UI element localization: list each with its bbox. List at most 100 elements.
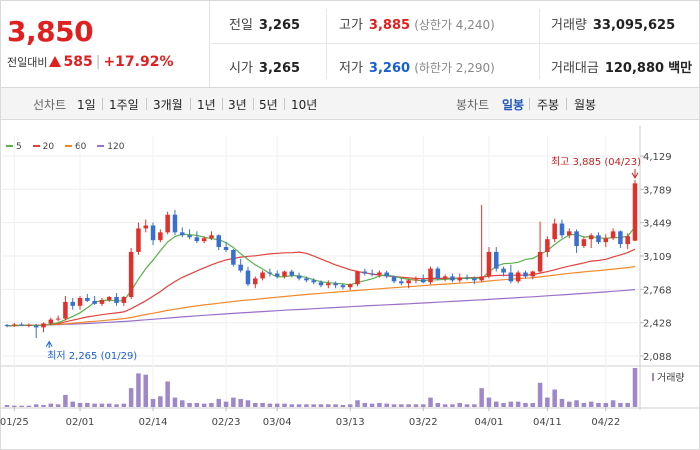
candle-body: [158, 232, 163, 241]
stats-divider: [539, 9, 540, 79]
volume-bar: [508, 401, 514, 407]
candle-body: [545, 239, 550, 252]
volume-bar: [311, 404, 316, 407]
period-3m-button[interactable]: 3개월: [153, 98, 183, 112]
legend-swatch: [6, 145, 13, 147]
candle-body: [172, 214, 178, 233]
candle-body: [384, 272, 389, 277]
volume-bar: [501, 402, 506, 407]
volume-bar: [603, 402, 609, 407]
period-5y-button[interactable]: 5년: [259, 98, 278, 112]
volume-bar: [428, 397, 433, 407]
candle-body: [362, 271, 368, 274]
period-10y-button[interactable]: 10년: [291, 98, 318, 112]
candle-body: [253, 278, 258, 285]
candle-body: [493, 251, 499, 269]
candle-body: [63, 301, 68, 319]
volume-bar: [55, 404, 61, 407]
quote-stats: 전일 3,265 고가 3,885 (상한가 4,240) 거래량 33,095,62…: [211, 1, 699, 87]
stat-low: 저가 3,260 (하한가 2,290): [339, 61, 495, 76]
legend-ma60: 60: [64, 142, 86, 152]
period-3y-button[interactable]: 3년: [228, 98, 247, 112]
volume-bar: [406, 404, 411, 407]
candle-body: [4, 324, 10, 326]
volume-bar: [391, 404, 397, 407]
volume-bar: [333, 404, 338, 407]
low-annotation: 최저 2,265 (01/29): [47, 350, 137, 362]
volume-bar: [26, 405, 32, 407]
candle-body: [165, 214, 170, 233]
low-arrow-head: [45, 340, 53, 347]
volume-bar: [625, 402, 630, 407]
candle-monthly-button[interactable]: 월봉: [574, 98, 597, 112]
candle-body: [603, 238, 609, 243]
legend-swatch: [32, 145, 40, 147]
volume-bar: [318, 404, 324, 407]
volume-bar: [523, 402, 528, 407]
period-separator: [253, 98, 254, 110]
stats-row-2: 시가 3,265 저가 3,260 (하한가 2,290) 거래대금 120,880 …: [211, 44, 699, 87]
period-1d-button[interactable]: 1일: [77, 98, 96, 112]
candle-body: [457, 277, 463, 281]
stat-prev-close: 전일 3,265: [229, 18, 301, 33]
candle-body: [216, 235, 222, 248]
volume-bar: [63, 394, 68, 407]
candle-body: [296, 275, 302, 279]
volume-bar: [48, 403, 54, 407]
volume-bar: [610, 400, 616, 407]
volume-bar: [486, 397, 492, 407]
candle-body: [588, 235, 594, 240]
stat-amount: 거래대금 120,880 백만: [551, 61, 693, 76]
volume-bar: [92, 403, 97, 407]
candle-body: [559, 223, 565, 236]
volume-bar: [493, 401, 499, 407]
period-1w-button[interactable]: 1주일: [109, 98, 139, 112]
period-separator: [284, 98, 285, 110]
candle-body: [523, 272, 528, 277]
volume-bar: [12, 405, 17, 407]
candle-body: [12, 324, 17, 326]
period-separator: [190, 98, 191, 110]
volume-bar: [121, 403, 127, 407]
volume-bar: [267, 403, 273, 407]
stat-open: 시가 3,265: [229, 61, 301, 76]
candle-body: [209, 235, 214, 239]
candle-body: [413, 279, 419, 281]
candle-body: [201, 238, 207, 242]
candle-body: [245, 270, 251, 285]
volume-bar: [253, 402, 258, 407]
volume-bar: [442, 404, 448, 407]
volume-bar: [106, 403, 112, 407]
ma20-line: [6, 248, 636, 327]
candle-body: [223, 247, 229, 250]
volume-bar: [260, 402, 265, 407]
period-separator: [102, 98, 103, 110]
candle-body: [472, 278, 477, 281]
volume-bar: [33, 404, 39, 407]
candle-body: [55, 318, 61, 320]
candle-body: [486, 251, 492, 277]
candle-weekly-button[interactable]: 주봉: [537, 98, 560, 112]
volume-bar: [194, 402, 200, 407]
volume-bar: [596, 402, 601, 407]
candle-daily-button[interactable]: 일봉: [502, 98, 525, 112]
candle-body: [355, 271, 360, 285]
legend-swatch: [97, 145, 105, 147]
period-separator: [222, 98, 223, 110]
candle-body: [435, 268, 441, 279]
volume-bar: [216, 398, 222, 407]
ma-legend: 5 20 60 120: [6, 142, 132, 152]
candle-body: [442, 276, 448, 279]
period-separator: [529, 98, 530, 110]
volume-bar: [420, 404, 426, 407]
candle-body: [274, 273, 280, 277]
volume-bar: [19, 405, 24, 407]
period-1y-button[interactable]: 1년: [197, 98, 216, 112]
candle-body: [377, 272, 382, 275]
volume-bar: [632, 368, 638, 407]
candle-body: [85, 297, 90, 301]
volume-bar: [99, 403, 105, 407]
candle-body: [26, 324, 32, 326]
change-amount: 585: [63, 54, 93, 70]
